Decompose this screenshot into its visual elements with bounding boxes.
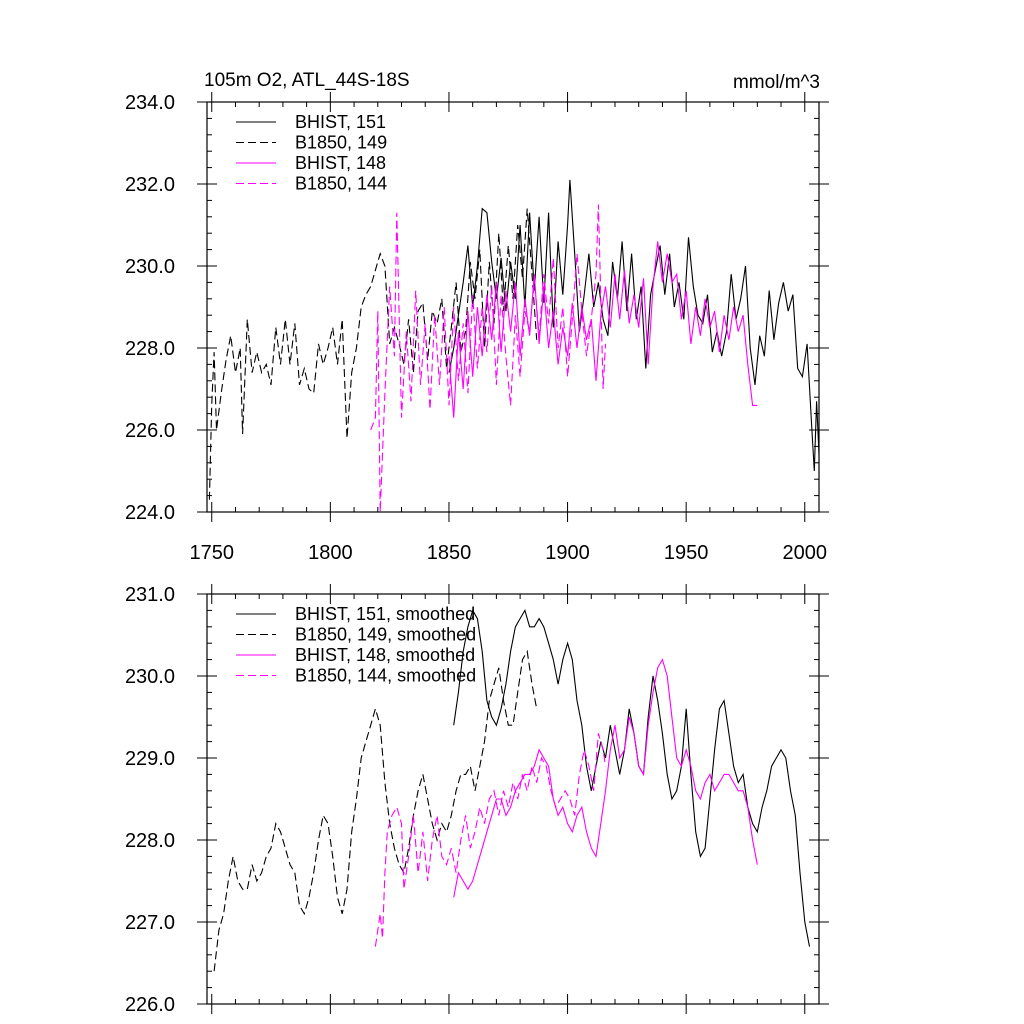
x-tick-label: 1800 (308, 542, 353, 564)
y-tick-label: 230.0 (125, 666, 175, 688)
x-tick-label: 1850 (427, 542, 472, 564)
legend-label: B1850, 144, smoothed (295, 666, 476, 686)
legend-label: BHIST, 151 (295, 112, 386, 132)
units-label: mmol/m^3 (733, 72, 820, 93)
y-tick-label: 232.0 (125, 174, 175, 196)
y-tick-label: 228.0 (125, 830, 175, 852)
legend-label: B1850, 149 (295, 133, 387, 153)
y-tick-label: 231.0 (125, 584, 175, 606)
y-tick-label: 224.0 (125, 502, 175, 524)
series-line-3 (374, 733, 607, 947)
series-line-0 (453, 609, 811, 947)
series-line-0 (448, 179, 819, 472)
series-line-1 (213, 649, 538, 972)
plot-frame (206, 593, 820, 1005)
y-tick-label: 229.0 (125, 748, 175, 770)
bottom-panel: 226.0 227.0 228.0 229.0 230.0 231.0 BHIST, 151… (125, 584, 829, 1016)
series-line-1 (208, 208, 538, 500)
plot-frame (206, 101, 820, 513)
series-line-3 (370, 204, 607, 512)
y-tick-label: 228.0 (125, 338, 175, 360)
legend-label: BHIST, 151, smoothed (295, 604, 475, 624)
y-tick-label: 234.0 (125, 92, 175, 114)
x-tick-label: 1750 (189, 542, 234, 564)
legend-label: BHIST, 148, smoothed (295, 645, 475, 665)
y-tick-label: 226.0 (125, 420, 175, 442)
y-tick-label: 226.0 (125, 994, 175, 1016)
series-line-2 (453, 658, 758, 898)
top-panel: 1750 1800 1850 1900 1950 2000 224.0 226.0 228.0 2… (125, 92, 829, 564)
y-tick-label: 230.0 (125, 256, 175, 278)
y-tick-label: 227.0 (125, 912, 175, 934)
x-tick-label: 1950 (664, 542, 709, 564)
legend-label: B1850, 149, smoothed (295, 625, 476, 645)
legend-label: BHIST, 148 (295, 153, 386, 173)
x-tick-label: 1900 (545, 542, 590, 564)
x-tick-label: 2000 (783, 542, 828, 564)
series-line-2 (448, 241, 758, 418)
figure-title: 105m O2, ATL_44S-18S (204, 70, 410, 91)
legend-label: B1850, 144 (295, 174, 387, 194)
